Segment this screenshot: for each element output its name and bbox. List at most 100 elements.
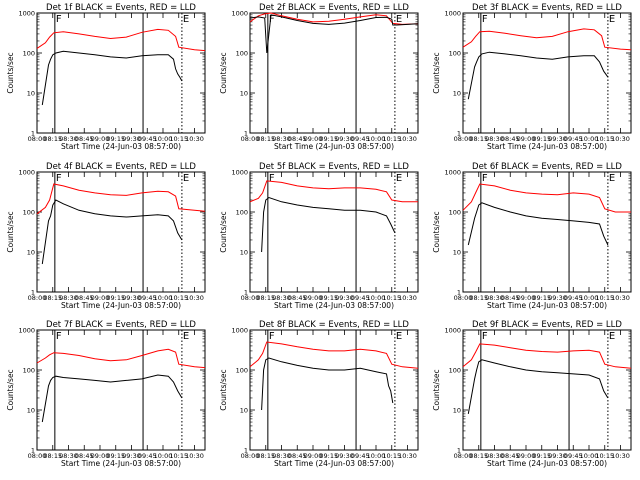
x-axis-label: Start Time (24-Jun-03 08:57:00) [487,459,607,468]
x-tick-label: 08:30 [485,135,504,143]
detector-panel-7: Det 7f BLACK = Events, RED = LLD 1 10 100 10… [6,320,206,468]
y-axis-label: Counts/sec [219,369,228,410]
x-tick-label: 08:00 [454,294,473,302]
y-tick-label: 1000 [231,10,248,18]
marker-label: F [56,14,62,25]
x-tick-label: 09:45 [564,452,583,460]
x-tick-label: 08:45 [288,135,307,143]
y-axis-label: Counts/sec [432,369,441,410]
y-tick-label: 100 [449,50,461,58]
plot-frame [36,171,206,293]
plot-frame [36,329,206,451]
x-tick-label: 08:45 [75,452,94,460]
panel-title: Det 6f BLACK = Events, RED = LLD [472,162,622,172]
x-tick-label: 10:15 [595,452,614,460]
y-tick-label: 1000 [444,169,461,177]
x-tick-label: 09:30 [548,294,567,302]
x-tick-label: 08:15 [256,452,275,460]
x-tick-label: 10:00 [367,294,386,302]
events-series-line [467,202,609,246]
x-tick-label: 09:45 [564,294,583,302]
panel-title: Det 9f BLACK = Events, RED = LLD [472,320,622,330]
x-tick-label: 09:15 [106,135,125,143]
x-tick-label: 10:15 [169,135,188,143]
y-tick-label: 10 [240,90,248,98]
x-tick-label: 08:00 [241,294,260,302]
x-tick-label: 10:00 [367,135,386,143]
x-tick-label: 09:30 [122,294,141,302]
x-tick-label: 08:45 [501,135,520,143]
x-tick-label: 10:00 [580,294,599,302]
panel-title: Det 7f BLACK = Events, RED = LLD [46,320,196,330]
x-tick-label: 08:30 [485,452,504,460]
x-tick-label: 09:30 [335,294,354,302]
detector-panel-4: Det 4f BLACK = Events, RED = LLD 1 10 100 10… [6,162,206,310]
x-tick-label: 10:00 [154,452,173,460]
marker-label: E [183,331,189,342]
y-tick-label: 1 [457,289,461,297]
plot-frame [249,329,419,451]
events-series-line [41,50,183,106]
x-tick-label: 10:15 [169,294,188,302]
lld-series-line [36,348,206,369]
x-tick-label: 10:30 [611,294,630,302]
y-tick-label: 10 [27,249,35,257]
y-tick-label: 1 [31,447,35,455]
x-tick-label: 10:30 [185,452,204,460]
y-tick-label: 100 [449,367,461,375]
y-axis-label: Counts/sec [6,52,15,93]
plot-frame [249,12,419,134]
x-tick-label: 08:15 [469,135,488,143]
y-tick-label: 10 [453,90,461,98]
x-tick-label: 08:00 [28,135,47,143]
x-tick-label: 09:00 [91,135,110,143]
y-tick-label: 1000 [18,169,35,177]
x-tick-label: 10:30 [398,294,417,302]
marker-label: E [609,331,615,342]
x-tick-label: 10:30 [185,135,204,143]
y-tick-label: 100 [23,367,35,375]
y-tick-label: 1 [244,289,248,297]
marker-label: F [56,331,62,342]
y-tick-label: 1 [457,130,461,138]
y-tick-label: 100 [449,209,461,217]
x-tick-label: 08:15 [256,135,275,143]
y-tick-label: 1 [244,130,248,138]
detector-panel-3: Det 3f BLACK = Events, RED = LLD 1 10 100 10… [432,3,632,151]
events-series-line [467,359,609,414]
x-tick-label: 08:00 [454,135,473,143]
marker-label: E [609,173,615,184]
y-tick-label: 100 [236,209,248,217]
x-tick-label: 10:15 [382,294,401,302]
marker-label: F [482,331,488,342]
x-tick-label: 08:00 [28,452,47,460]
detector-panel-2: Det 2f BLACK = Events, RED = LLD 1 10 100 10… [219,3,419,151]
detector-panel-5: Det 5f BLACK = Events, RED = LLD 1 10 100 10… [219,162,419,310]
x-tick-label: 08:45 [288,294,307,302]
x-tick-label: 09:45 [138,452,157,460]
detector-panel-9: Det 9f BLACK = Events, RED = LLD 1 10 100 10… [432,320,632,468]
y-tick-label: 100 [23,209,35,217]
y-tick-label: 10 [453,407,461,415]
y-tick-label: 100 [236,367,248,375]
y-tick-label: 1 [31,130,35,138]
x-tick-label: 10:30 [398,135,417,143]
events-series-line [261,196,396,253]
y-tick-label: 1 [244,447,248,455]
x-axis-label: Start Time (24-Jun-03 08:57:00) [61,142,181,151]
x-tick-label: 09:45 [351,452,370,460]
x-tick-label: 08:15 [43,452,62,460]
plot-frame [36,12,206,134]
y-tick-label: 1000 [18,10,35,18]
x-axis-label: Start Time (24-Jun-03 08:57:00) [61,459,181,468]
x-tick-label: 10:15 [382,452,401,460]
lld-series-line [249,180,418,203]
y-tick-label: 1000 [444,10,461,18]
x-tick-label: 08:45 [75,135,94,143]
marker-label: E [183,14,189,25]
marker-label: E [609,14,615,25]
y-tick-label: 1 [457,447,461,455]
marker-label: F [482,14,488,25]
x-tick-label: 09:00 [517,452,536,460]
x-tick-label: 09:00 [304,452,323,460]
